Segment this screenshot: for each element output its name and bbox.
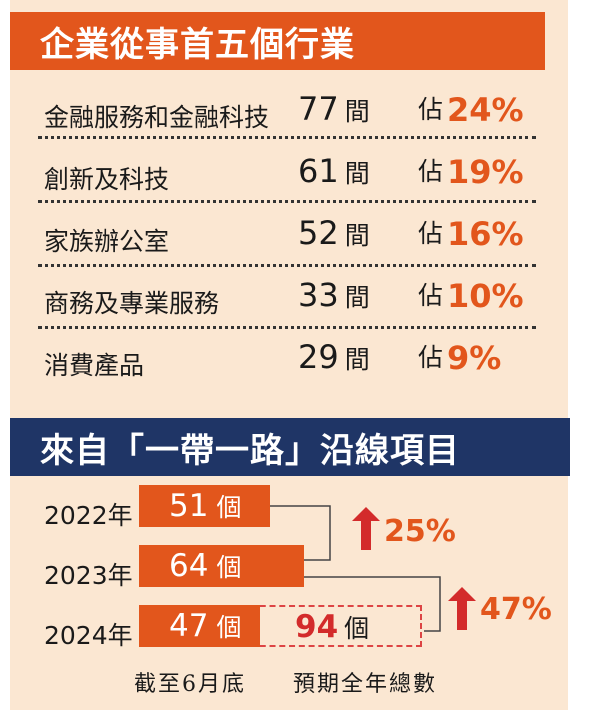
industry-row: 商務及專業服務 33 間 佔 10%: [0, 270, 600, 332]
section2-banner: 來自「一帶一路」沿線項目: [10, 418, 570, 476]
torn-edge: [568, 0, 600, 710]
industry-name: 消費產品: [44, 351, 145, 380]
industry-name: 創新及科技: [44, 165, 170, 194]
industry-row: 創新及科技 61 間 佔 19%: [0, 146, 600, 208]
industry-row: 金融服務和金融科技 77 間 佔 24%: [0, 84, 600, 146]
divider: [38, 264, 536, 267]
count-unit: 間: [344, 159, 370, 188]
projected-total-box: [250, 605, 422, 647]
industry-count: 29 間: [298, 338, 370, 376]
industry-share: 佔 10%: [418, 277, 524, 315]
industry-share: 佔 19%: [418, 153, 524, 191]
industry-name: 家族辦公室: [44, 227, 170, 256]
up-arrow-icon: [448, 587, 476, 630]
industry-count: 77 間: [298, 90, 370, 128]
connector-2022-2023: [268, 505, 331, 561]
bar-unit: 個: [216, 553, 242, 582]
infographic-background: [10, 0, 570, 710]
divider: [38, 136, 536, 139]
growth-label: 25%: [384, 514, 456, 549]
bar-2023: 64 個: [139, 545, 304, 587]
industry-share: 佔 16%: [418, 215, 524, 253]
industry-row: 家族辦公室 52 間 佔 16%: [0, 208, 600, 270]
year-label: 2022年: [44, 501, 133, 530]
count-unit: 間: [344, 345, 370, 374]
industry-count: 33 間: [298, 276, 370, 314]
section2-title: 來自「一帶一路」沿線項目: [40, 430, 460, 471]
year-label: 2024年: [44, 621, 133, 650]
industry-name: 商務及專業服務: [44, 289, 220, 318]
bar-2024: 47 個: [139, 605, 260, 647]
industry-share: 佔 9%: [418, 339, 502, 377]
divider: [38, 326, 536, 329]
industry-count: 52 間: [298, 214, 370, 252]
industry-count: 61 間: [298, 152, 370, 190]
count-unit: 間: [344, 221, 370, 250]
count-unit: 間: [344, 97, 370, 126]
section1-title: 企業從事首五個行業: [40, 24, 355, 65]
note-projected: 預期全年總數: [293, 672, 438, 697]
section1-banner: 企業從事首五個行業: [10, 12, 545, 70]
divider: [38, 200, 536, 203]
bar-unit: 個: [216, 493, 242, 522]
up-arrow-icon: [352, 507, 380, 550]
bar-value: 47: [169, 608, 209, 644]
count-unit: 間: [344, 283, 370, 312]
bar-value: 51: [169, 488, 209, 524]
connector-2023-2024: [304, 576, 441, 632]
note-actual: 截至6月底: [134, 672, 246, 697]
year-label: 2023年: [44, 561, 133, 590]
bar-2022: 51 個: [139, 485, 270, 527]
industry-name: 金融服務和金融科技: [44, 103, 270, 132]
bar-unit: 個: [216, 613, 242, 642]
industry-share: 佔 24%: [418, 91, 524, 129]
bar-value: 64: [169, 548, 209, 584]
industry-row: 消費產品 29 間 佔 9%: [0, 332, 600, 394]
growth-label: 47%: [480, 592, 552, 627]
projected-total: 94 個: [295, 609, 370, 645]
